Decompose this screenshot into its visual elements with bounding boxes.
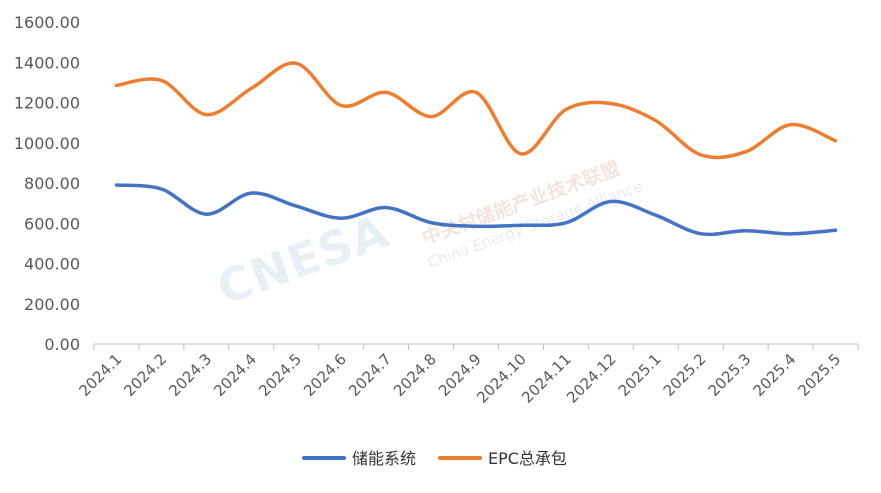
x-tick-label: 2024.1 xyxy=(75,350,125,400)
x-tick-label: 2025.5 xyxy=(795,350,845,400)
x-tick-label: 2024.3 xyxy=(165,350,215,400)
x-tick-label: 2024.5 xyxy=(255,350,305,400)
series-layer xyxy=(114,61,838,237)
legend: 储能系统 EPC总承包 xyxy=(302,449,567,468)
x-tick-label: 2025.4 xyxy=(750,350,800,400)
y-tick-label: 800.00 xyxy=(24,174,80,193)
y-tick-label: 600.00 xyxy=(24,214,80,233)
y-tick-label: 1600.00 xyxy=(14,13,80,32)
legend-label-series-1: 储能系统 xyxy=(352,449,416,468)
x-tick-label: 2024.6 xyxy=(300,350,350,400)
watermark-logo: CNESA xyxy=(210,204,395,315)
y-tick-label: 400.00 xyxy=(24,255,80,274)
x-tick-label: 2024.2 xyxy=(120,350,170,400)
y-tick-label: 0.00 xyxy=(44,335,80,354)
axes: 0.00 200.00 400.00 600.00 800.00 1000.00 1200.… xyxy=(14,13,859,407)
y-tick-label: 1200.00 xyxy=(14,94,80,113)
y-tick-label: 200.00 xyxy=(24,295,80,314)
x-tick-label: 2025.3 xyxy=(705,350,755,400)
watermark: CNESA 中关村储能产业技术联盟 China Energy Storage A… xyxy=(210,157,645,316)
series-line-1 xyxy=(114,183,838,237)
x-tick-label: 2024.7 xyxy=(345,350,395,400)
x-tick-label: 2024.8 xyxy=(390,350,440,400)
x-tick-label: 2025.2 xyxy=(660,350,710,400)
x-tick-label: 2024.12 xyxy=(563,350,620,407)
x-tick-label: 2024.4 xyxy=(210,350,260,400)
x-tick-label: 2025.1 xyxy=(615,350,665,400)
y-tick-label: 1400.00 xyxy=(14,53,80,72)
y-tick-label: 1000.00 xyxy=(14,134,80,153)
series-line-2 xyxy=(114,61,838,160)
legend-label-series-2: EPC总承包 xyxy=(488,449,567,468)
